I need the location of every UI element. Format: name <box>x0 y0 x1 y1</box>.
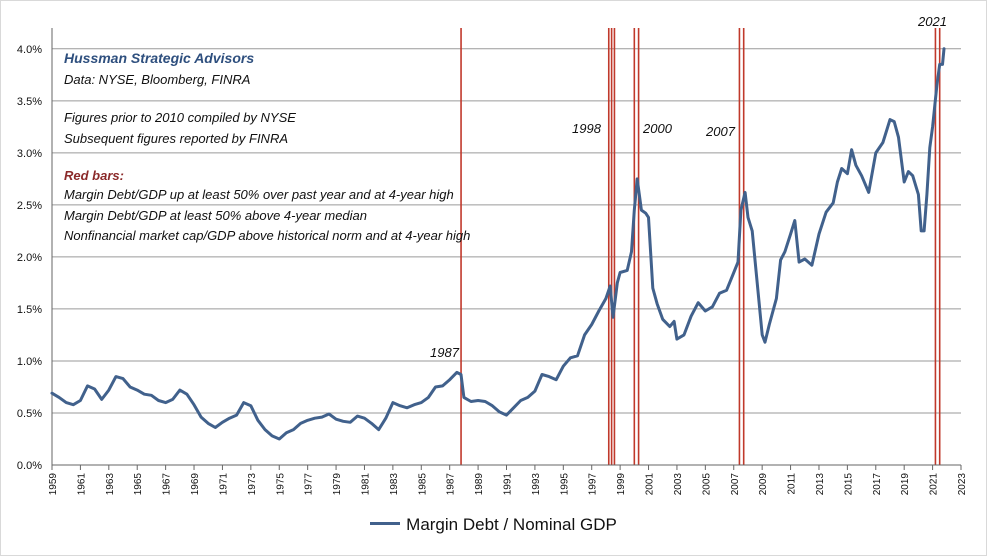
source-annotation: Data: NYSE, Bloomberg, FINRA <box>64 72 251 87</box>
x-tick-label: 2015 <box>843 473 854 496</box>
chart-title-annotation: Hussman Strategic Advisors <box>64 50 255 66</box>
x-tick-label: 1961 <box>76 473 87 496</box>
x-tick-label: 1975 <box>275 473 286 496</box>
y-tick-label: 0.5% <box>17 408 42 420</box>
red-bars <box>460 28 941 465</box>
y-tick-labels: 0.0% 0.5% 1.0% 1.5% 2.0% 2.5% 3.0% 3.5% 4.0% <box>17 44 42 472</box>
label-1998: 1998 <box>572 121 601 136</box>
note-annotation-2: Subsequent figures reported by FINRA <box>64 131 289 146</box>
note-annotation-1: Figures prior to 2010 compiled by NYSE <box>64 110 296 125</box>
x-tick-label: 1965 <box>133 473 144 496</box>
label-2000: 2000 <box>643 121 672 136</box>
label-2007: 2007 <box>706 124 735 139</box>
x-tick-label: 2023 <box>957 473 968 496</box>
x-tick-label: 2019 <box>900 473 911 496</box>
x-tick-label: 1993 <box>531 473 542 496</box>
label-1987: 1987 <box>430 345 459 360</box>
x-tick-label: 1987 <box>446 473 457 496</box>
x-tick-label: 2011 <box>787 473 798 495</box>
x-tick-label: 1995 <box>559 473 570 496</box>
x-tick-label: 1991 <box>503 473 514 496</box>
legend-swatch <box>370 522 401 526</box>
series-line-margin-debt-gdp <box>50 47 946 441</box>
y-tick-label: 1.0% <box>17 356 42 368</box>
x-tick-label: 1967 <box>162 473 173 496</box>
x-tick-label: 1969 <box>190 473 201 496</box>
x-tick-label: 2009 <box>758 473 769 496</box>
gridlines <box>52 48 961 466</box>
x-tick-label: 1979 <box>332 473 343 496</box>
red-bars-criterion-1: Margin Debt/GDP up at least 50% over pas… <box>64 187 454 202</box>
axes <box>51 28 962 470</box>
red-bars-heading: Red bars: <box>64 168 124 183</box>
x-tick-labels: 1959 1961 1963 1965 1967 1969 1971 1973 1975 1977… <box>48 473 968 496</box>
y-tick-label: 3.0% <box>17 148 42 160</box>
legend: Margin Debt / Nominal GDP <box>0 515 987 535</box>
y-tick-label: 0.0% <box>17 460 42 472</box>
x-tick-label: 2001 <box>645 473 656 496</box>
x-tick-label: 1981 <box>360 473 371 496</box>
x-tick-label: 2017 <box>872 473 883 496</box>
series-lines <box>50 47 946 441</box>
x-tick-label: 1997 <box>588 473 599 496</box>
x-tick-label: 2005 <box>701 473 712 496</box>
y-tick-label: 3.5% <box>17 96 42 108</box>
y-tick-label: 4.0% <box>17 44 42 56</box>
x-tick-label: 2007 <box>730 473 741 496</box>
x-tick-label: 1985 <box>417 473 428 496</box>
x-tick-label: 1959 <box>48 473 59 496</box>
x-tick-label: 1971 <box>218 473 229 496</box>
red-bars-criterion-2: Margin Debt/GDP at least 50% above 4-yea… <box>64 208 368 223</box>
red-bars-criterion-3: Nonfinancial market cap/GDP above histor… <box>64 228 471 243</box>
x-tick-label: 1963 <box>105 473 116 496</box>
x-tick-label: 2003 <box>673 473 684 496</box>
x-tick-label: 1977 <box>304 473 315 496</box>
x-tick-label: 1983 <box>389 473 400 496</box>
y-tick-label: 2.5% <box>17 200 42 212</box>
y-tick-label: 2.0% <box>17 252 42 264</box>
label-2021: 2021 <box>918 14 947 29</box>
x-tick-label: 2021 <box>929 473 940 496</box>
x-tick-label: 2013 <box>815 473 826 496</box>
y-tick-label: 1.5% <box>17 304 42 316</box>
x-tick-label: 1989 <box>474 473 485 496</box>
x-tick-label: 1999 <box>616 473 627 496</box>
legend-label: Margin Debt / Nominal GDP <box>406 515 617 534</box>
x-tick-label: 1973 <box>247 473 258 496</box>
